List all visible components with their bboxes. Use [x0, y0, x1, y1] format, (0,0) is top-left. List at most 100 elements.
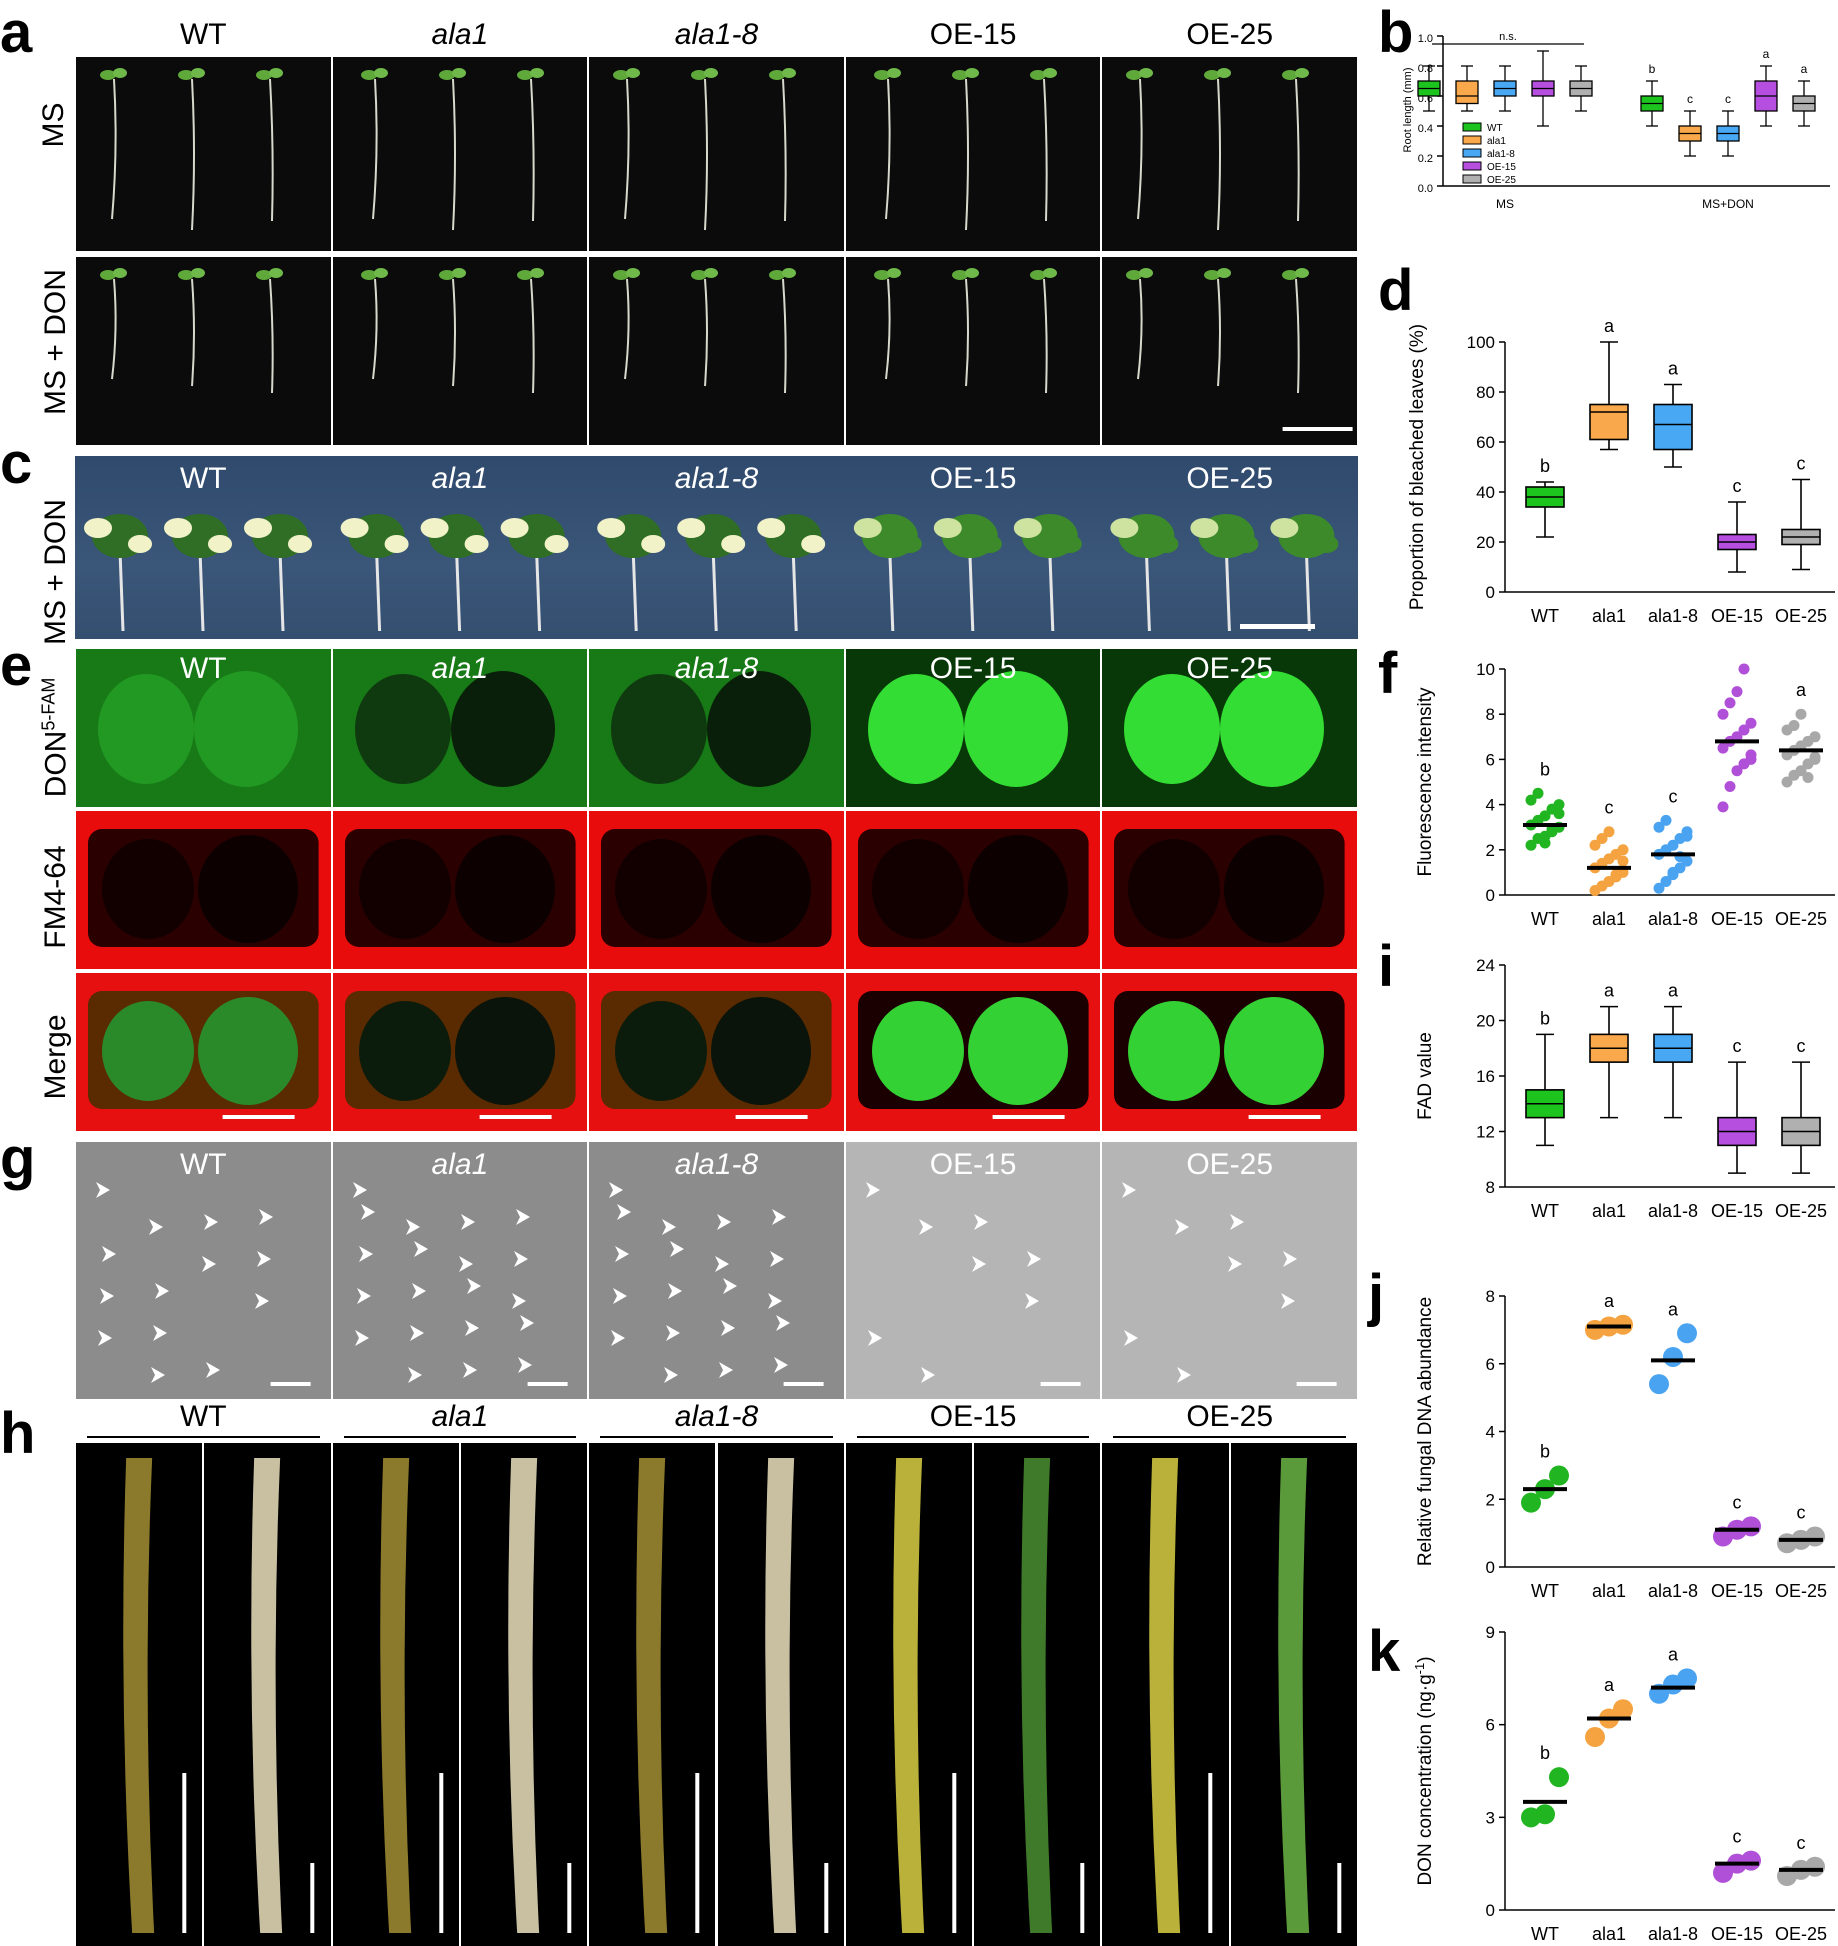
- column-label-g-OE-15: OE-15: [929, 1148, 1017, 1181]
- data-point: [1649, 1374, 1669, 1395]
- y-tick-label: 1.0: [1418, 33, 1433, 45]
- box-OE-15: [1717, 501, 1757, 573]
- confocal-gfp-ala1-8: [589, 649, 844, 807]
- cell-drawing: [845, 649, 1101, 807]
- legend-swatch: [1462, 161, 1482, 171]
- box-WT: [1525, 481, 1565, 538]
- points-OE-15: [1717, 663, 1757, 813]
- y-tick-label: 8: [1486, 705, 1495, 724]
- seedling-drawing: [360, 68, 544, 231]
- significance-letter: a: [1801, 62, 1808, 76]
- y-tick-label: 6: [1486, 1355, 1495, 1374]
- seedlings-drawing: [84, 514, 1339, 632]
- sem-drawing: [332, 1142, 588, 1399]
- x-tick-label: OE-15: [1711, 1201, 1763, 1221]
- column-label-g-ala1: ala1: [431, 1148, 489, 1181]
- confocal-merge-WT: [76, 973, 331, 1131]
- panel-letter-c: c: [0, 431, 33, 496]
- y-tick-label: 2: [1486, 841, 1495, 860]
- column-label-h-OE-15: OE-15: [929, 1400, 1017, 1433]
- y-tick-label: 0.4: [1418, 123, 1433, 135]
- y-axis-label: FAD value: [1415, 1032, 1436, 1120]
- data-point: [1653, 882, 1665, 894]
- y-tick-label: 6: [1486, 750, 1495, 769]
- scale-bar: [1336, 1863, 1341, 1933]
- data-point: [1549, 1767, 1569, 1788]
- scale-bar: [992, 1115, 1065, 1119]
- photo-a-don-ala1: [332, 257, 588, 445]
- scale-bar: [1240, 624, 1315, 629]
- data-point: [1741, 1516, 1761, 1537]
- stem-drawing: [1149, 1458, 1213, 1933]
- box-MS-ala1: [1455, 65, 1479, 112]
- chart-j-fungal-dna: 0 2 4 6 8 Relative fungal DNA abundance b WT a al…: [1415, 1287, 1835, 1600]
- cell-drawing: [76, 649, 331, 807]
- data-point: [1717, 801, 1729, 813]
- x-tick-label: ala1-8: [1648, 1201, 1698, 1221]
- column-underline-h-OE-15: [856, 1436, 1090, 1438]
- sem-image-OE-25: [1102, 1142, 1357, 1399]
- panel-letter-g: g: [0, 1126, 36, 1191]
- confocal-merge-ala1-8: [589, 973, 844, 1131]
- y-tick-label: 0: [1486, 1558, 1495, 1577]
- cell-drawing: [76, 811, 331, 969]
- column-label-g-ala1-8: ala1-8: [674, 1148, 759, 1181]
- significance-letter: a: [1604, 1291, 1615, 1311]
- seedling-drawing: [873, 268, 1057, 394]
- scale-bar: [182, 1773, 187, 1933]
- confocal-fm-ala1-8: [589, 811, 844, 969]
- box-ala1: [1589, 1005, 1629, 1119]
- x-tick-label: OE-25: [1775, 606, 1827, 626]
- y-tick-label: 0.8: [1418, 63, 1433, 75]
- column-label-a-ala1: ala1: [431, 18, 489, 51]
- stem-photo-WT-b: [204, 1443, 331, 1946]
- photo-a-don-ala1-8: [589, 257, 844, 445]
- box-MS-ala1-8: [1493, 65, 1517, 112]
- seedling-drawing: [100, 268, 283, 394]
- significance-letter: a: [1668, 359, 1679, 379]
- box-ala1-8: [1653, 383, 1693, 468]
- x-tick-label: ala1: [1592, 909, 1626, 929]
- scale-bar: [527, 1382, 568, 1386]
- x-tick-label: OE-15: [1711, 1924, 1763, 1944]
- stem-drawing: [1021, 1458, 1085, 1933]
- chart-k-don-concentration: 0 3 6 9 DON concentration (ng·g-1) b WT a ala1 a a…: [1412, 1623, 1835, 1944]
- data-point: [1741, 1850, 1761, 1871]
- box-MS+DON-OE-25: [1792, 80, 1816, 127]
- photo-a-don-WT: [76, 257, 331, 445]
- panel-a-photo-grid: [75, 57, 1358, 447]
- column-label-c-OE-25: OE-25: [1186, 462, 1274, 495]
- sem-image-WT: [76, 1142, 331, 1399]
- box-MS+DON-OE-15: [1754, 65, 1778, 127]
- scale-bar: [1248, 1115, 1321, 1119]
- significance-letter: a: [1796, 680, 1807, 700]
- y-tick-label: 100: [1467, 333, 1495, 352]
- sem-image-ala1: [332, 1142, 588, 1399]
- stem-drawing: [123, 1458, 187, 1933]
- panel-letter-i: i: [1378, 934, 1395, 999]
- stem-drawing: [636, 1458, 700, 1933]
- scale-bar: [1296, 1382, 1337, 1386]
- stem-photo-ala1-8-a: [589, 1443, 716, 1946]
- data-point: [1663, 1346, 1683, 1367]
- seedling-drawing: [613, 68, 797, 231]
- cell-drawing: [1102, 811, 1357, 969]
- significance-letter: c: [1733, 1492, 1742, 1512]
- confocal-gfp-WT: [76, 649, 331, 807]
- column-label-h-WT: WT: [179, 1400, 227, 1433]
- column-label-c-ala1: ala1: [431, 462, 489, 495]
- column-label-h-OE-25: OE-25: [1186, 1400, 1274, 1433]
- y-tick-label: 0.2: [1418, 153, 1433, 165]
- column-label-g-WT: WT: [179, 1148, 227, 1181]
- significance-letter: a: [1604, 1675, 1615, 1695]
- panel-letter-j: j: [1368, 1263, 1385, 1328]
- data-point: [1805, 1526, 1825, 1547]
- points-ala1: [1589, 826, 1629, 896]
- x-tick-label: WT: [1531, 1201, 1559, 1221]
- cell-drawing: [1102, 649, 1357, 807]
- cell-drawing: [589, 973, 844, 1131]
- x-tick-label: ala1-8: [1648, 606, 1698, 626]
- row-label-e-merge: Merge: [39, 1014, 72, 1100]
- stem-photo-OE-15-a: [845, 1443, 973, 1946]
- y-tick-label: 20: [1476, 1012, 1495, 1031]
